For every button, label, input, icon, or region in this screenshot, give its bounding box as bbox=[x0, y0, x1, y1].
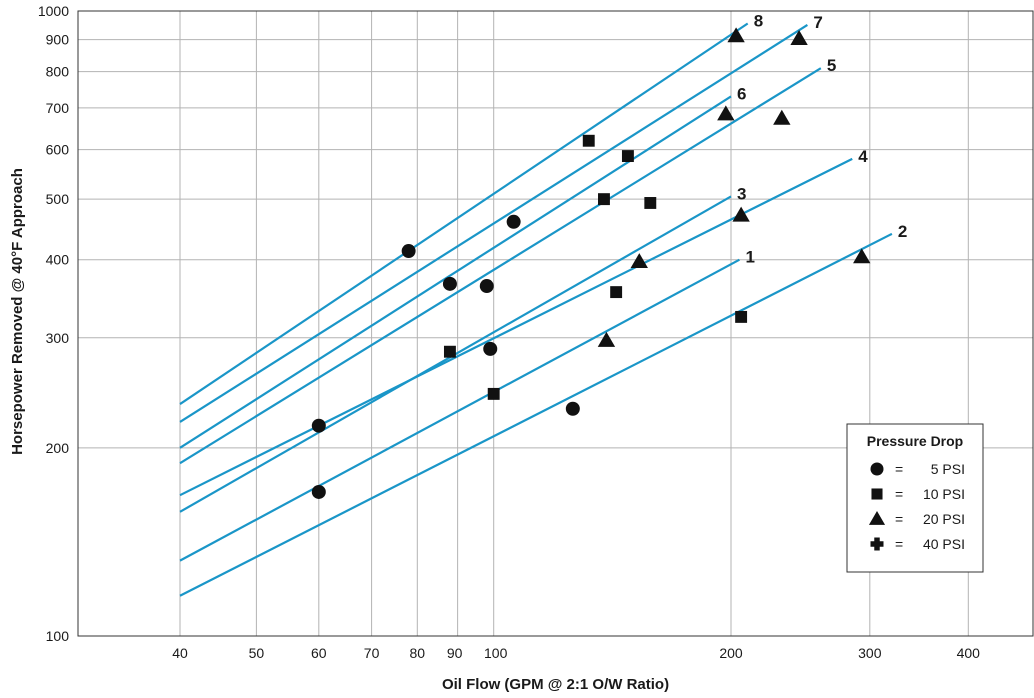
plot-frame bbox=[77, 10, 1034, 637]
marker-circle bbox=[442, 276, 457, 291]
marker-square bbox=[582, 134, 595, 147]
legend-item-label: 40 PSI bbox=[923, 536, 965, 552]
y-tick-label: 1000 bbox=[38, 3, 69, 19]
x-tick-label: 90 bbox=[447, 645, 463, 661]
marker-square bbox=[487, 387, 500, 400]
y-tick-label: 200 bbox=[46, 440, 70, 456]
legend-item-label: 20 PSI bbox=[923, 511, 965, 527]
series-label-3: 3 bbox=[737, 184, 746, 203]
series-label-8: 8 bbox=[754, 11, 763, 30]
series-label-5: 5 bbox=[827, 56, 836, 75]
series-line-1 bbox=[179, 258, 740, 562]
y-tick-label: 700 bbox=[46, 100, 70, 116]
series-label-6: 6 bbox=[737, 84, 746, 103]
marker-triangle bbox=[717, 105, 735, 121]
marker-circle bbox=[311, 484, 326, 499]
legend-triangle-icon bbox=[868, 510, 886, 525]
x-tick-label: 100 bbox=[484, 645, 508, 661]
legend-title: Pressure Drop bbox=[867, 433, 963, 449]
x-tick-label: 50 bbox=[249, 645, 265, 661]
marker-square bbox=[644, 197, 657, 209]
y-tick-label: 900 bbox=[46, 32, 70, 48]
series-label-2: 2 bbox=[898, 222, 907, 241]
marker-circle bbox=[483, 341, 498, 356]
marker-square bbox=[610, 286, 623, 299]
x-tick-label: 300 bbox=[858, 645, 882, 661]
legend-equals: = bbox=[895, 536, 903, 552]
marker-triangle bbox=[727, 27, 745, 43]
x-tick-label: 40 bbox=[172, 645, 188, 661]
series-label-4: 4 bbox=[858, 147, 868, 166]
legend-equals: = bbox=[895, 511, 903, 527]
series-line-6 bbox=[179, 95, 732, 449]
series-line-2 bbox=[179, 232, 893, 597]
series-line-7 bbox=[179, 23, 808, 423]
legend-circle-icon bbox=[870, 462, 884, 476]
y-axis-label: Horsepower Removed @ 40°F Approach bbox=[9, 168, 26, 455]
marker-triangle bbox=[790, 30, 808, 45]
legend: Pressure Drop = 5 PSI = 10 PSI = 20 PSI = 40 PS… bbox=[846, 423, 984, 573]
y-tick-label: 800 bbox=[46, 64, 70, 80]
series-lines bbox=[179, 22, 893, 597]
y-tick-label: 400 bbox=[46, 252, 70, 268]
x-tick-label: 70 bbox=[364, 645, 380, 661]
marker-circle bbox=[565, 401, 580, 416]
data-markers bbox=[311, 27, 871, 499]
y-tick-label: 300 bbox=[46, 330, 70, 346]
y-tick-label: 500 bbox=[46, 191, 70, 207]
marker-square bbox=[621, 150, 634, 163]
marker-triangle bbox=[597, 331, 616, 347]
marker-square bbox=[443, 345, 456, 358]
series-label-1: 1 bbox=[745, 248, 754, 267]
series-line-5 bbox=[179, 67, 822, 465]
y-tick-label: 600 bbox=[46, 142, 70, 158]
marker-triangle bbox=[732, 206, 750, 222]
x-tick-label: 400 bbox=[957, 645, 981, 661]
legend-box bbox=[846, 423, 984, 573]
x-tick-label: 200 bbox=[719, 645, 743, 661]
series-labels: 1 2 3 4 5 6 7 8 bbox=[737, 11, 907, 266]
marker-circle bbox=[401, 244, 416, 259]
x-axis-label: Oil Flow (GPM @ 2:1 O/W Ratio) bbox=[442, 676, 669, 693]
series-line-8 bbox=[179, 22, 749, 405]
legend-item-label: 10 PSI bbox=[923, 486, 965, 502]
marker-triangle bbox=[630, 253, 648, 269]
x-tick-labels: 40 50 60 70 80 90 100 200 300 400 bbox=[172, 645, 980, 661]
marker-square bbox=[598, 193, 610, 206]
marker-triangle bbox=[773, 109, 791, 125]
legend-plus-icon bbox=[870, 537, 884, 551]
marker-triangle bbox=[853, 248, 871, 264]
marker-square bbox=[735, 310, 748, 323]
legend-item-label: 5 PSI bbox=[931, 461, 965, 477]
y-tick-label: 100 bbox=[46, 628, 70, 644]
marker-circle bbox=[479, 279, 494, 294]
marker-circle bbox=[311, 418, 326, 433]
series-label-7: 7 bbox=[813, 13, 822, 32]
marker-circle bbox=[506, 214, 521, 229]
x-tick-label: 60 bbox=[311, 645, 327, 661]
legend-equals: = bbox=[895, 461, 903, 477]
legend-equals: = bbox=[895, 486, 903, 502]
legend-square-icon bbox=[871, 488, 883, 500]
x-tick-label: 80 bbox=[410, 645, 426, 661]
y-tick-labels: 100 200 300 400 500 600 700 800 900 1000 bbox=[38, 3, 69, 644]
